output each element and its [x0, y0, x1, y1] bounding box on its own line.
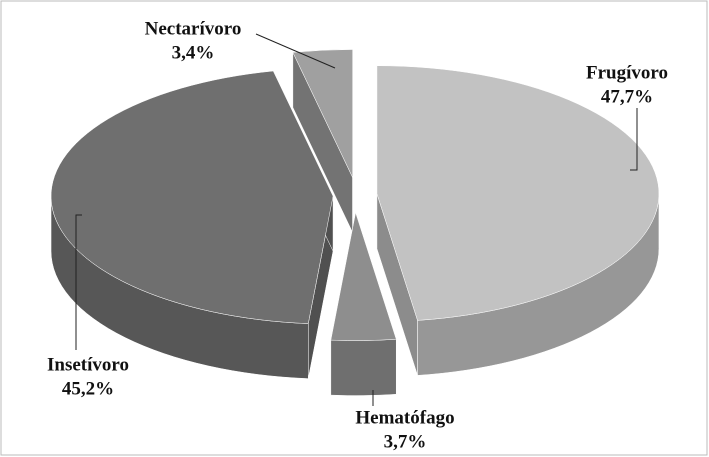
slice — [50, 70, 334, 379]
slice-value-label: 3,7% — [384, 431, 427, 452]
slice-top — [50, 70, 334, 324]
slice — [292, 49, 353, 233]
slice-label: Hematófago — [355, 407, 454, 428]
slice-label: Frugívoro — [586, 62, 668, 83]
slice-value-label: 45,2% — [62, 378, 114, 399]
slice-label: Nectarívoro — [145, 18, 242, 39]
slice — [330, 212, 397, 396]
slice-top — [330, 212, 397, 341]
slice-side — [330, 338, 397, 396]
slice — [376, 65, 660, 376]
slice-value-label: 47,7% — [601, 86, 653, 107]
slice-top — [376, 65, 660, 321]
slice-top — [292, 49, 353, 178]
slice-value-label: 3,4% — [172, 42, 215, 63]
leader-line — [75, 214, 82, 350]
leader-line — [255, 33, 336, 69]
slice-label: Insetívoro — [47, 354, 129, 375]
leader-line — [630, 108, 638, 171]
